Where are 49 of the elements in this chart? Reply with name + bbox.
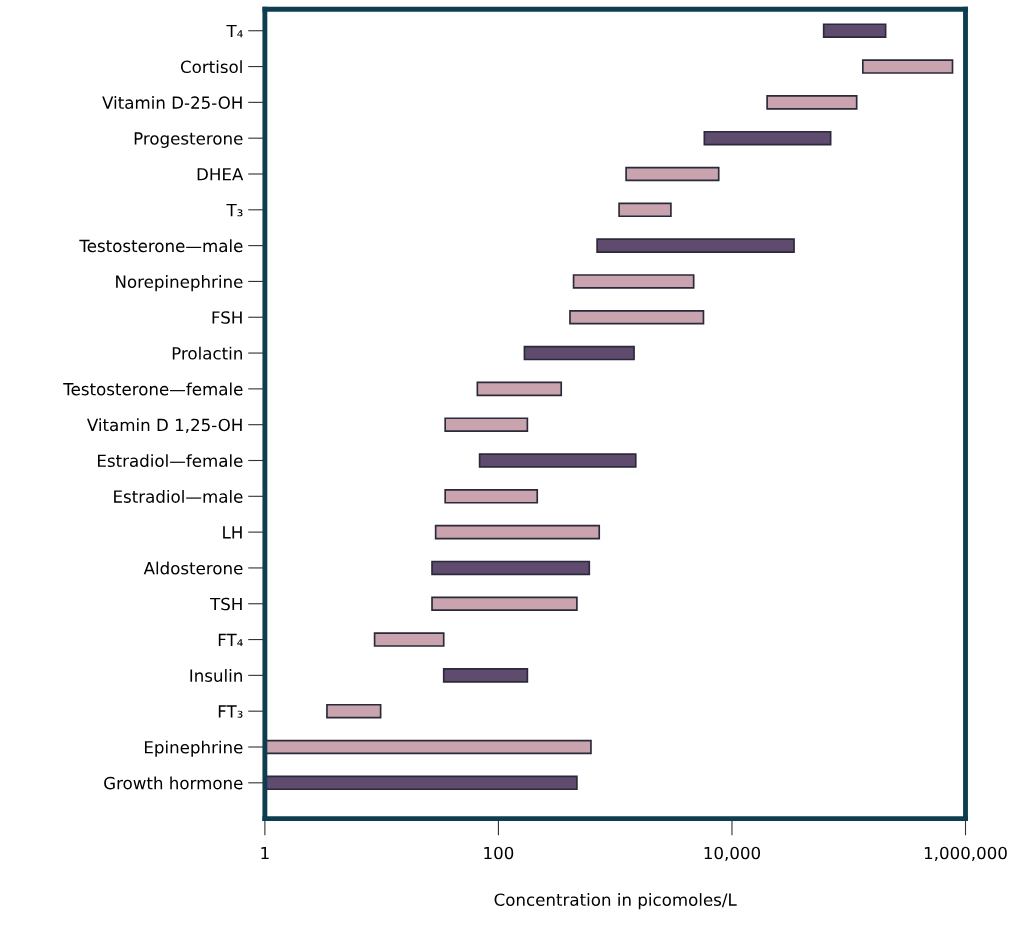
bar	[625, 166, 720, 182]
y-tick-label: Norepinephrine	[116, 275, 243, 292]
bar	[264, 775, 578, 791]
bar	[326, 703, 382, 719]
bar	[444, 489, 539, 504]
bar	[572, 274, 695, 289]
y-tick-label: DHEA	[197, 168, 244, 181]
bar	[431, 596, 578, 612]
bar	[766, 95, 858, 110]
bar	[264, 739, 592, 755]
y-tick-label: Vitamin D-25-OH	[102, 96, 242, 109]
y-tick-label: LH	[223, 526, 242, 539]
bar	[861, 59, 954, 74]
bar	[373, 632, 445, 647]
y-tick-label: Epinephrine	[144, 740, 243, 757]
y-tick-label: FSH	[212, 311, 242, 324]
y-tick-label: Aldosterone	[143, 561, 243, 575]
y-tick-label: Prolactin	[172, 346, 242, 360]
bar	[523, 345, 635, 361]
x-tick-label: 1	[261, 846, 269, 860]
y-tick-label: Insulin	[190, 669, 242, 682]
y-tick-label: T₃	[226, 203, 243, 217]
y-tick-label: Vitamin D 1,25-OH	[86, 418, 242, 433]
bar	[618, 202, 672, 218]
x-axis-title: Concentration in picomoles/L	[494, 893, 737, 910]
bar	[478, 453, 637, 468]
x-tick-label: 1,000,000	[924, 846, 1007, 861]
y-tick-label: Growth hormone	[104, 776, 243, 790]
bar	[703, 130, 832, 146]
y-tick-label: FT₄	[218, 633, 243, 646]
y-tick-label: Estradiol—female	[98, 454, 243, 468]
y-tick-label: Testosterone—female	[63, 382, 243, 396]
y-tick-label: Cortisol	[180, 60, 242, 74]
y-tick-label: T₄	[226, 24, 243, 38]
y-tick-label: TSH	[210, 597, 242, 611]
y-tick-label: Estradiol—male	[114, 489, 243, 503]
bar	[596, 238, 795, 253]
bar	[822, 23, 887, 39]
bar	[569, 309, 705, 325]
x-tick-label: 100	[484, 846, 514, 860]
bar	[444, 417, 529, 432]
y-tick-label: Progesterone	[134, 132, 243, 148]
bar	[476, 381, 563, 397]
x-tick-label: 10,000	[704, 846, 761, 861]
bar	[431, 560, 591, 576]
y-tick-label: FT₃	[218, 705, 243, 718]
bar	[442, 668, 529, 683]
y-tick-label: Testosterone—male	[79, 239, 243, 253]
bar	[434, 524, 601, 540]
